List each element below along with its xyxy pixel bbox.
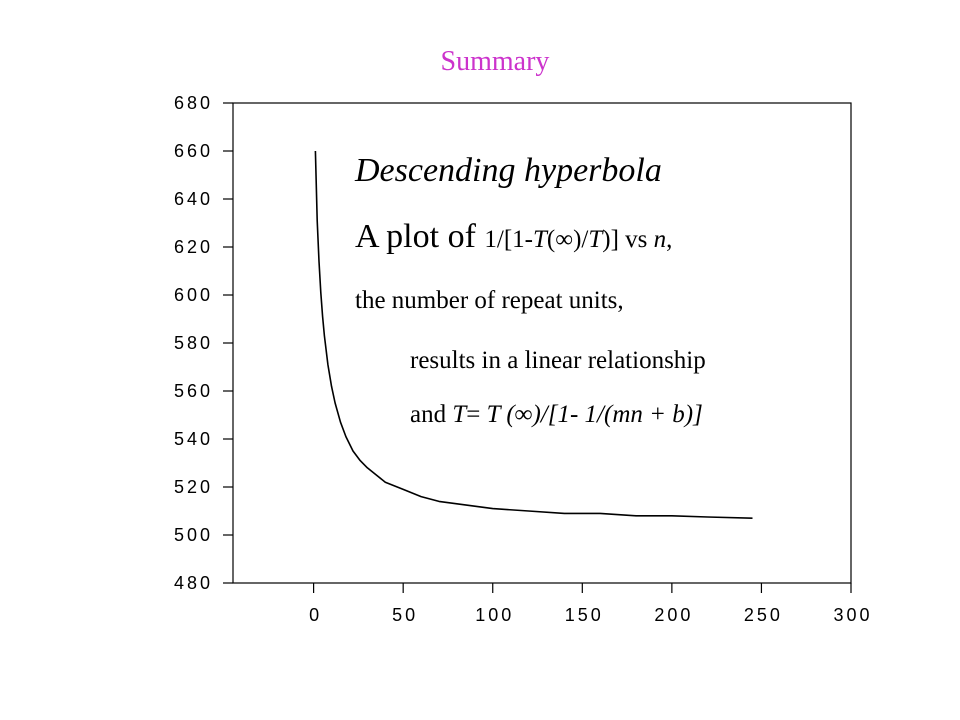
- annotation-line-1-e: T: [588, 226, 603, 253]
- annotation-line-4-d: T (∞)/[1- 1/(mn + b)]: [486, 401, 703, 428]
- annotation-line-1-f: )] vs: [602, 226, 654, 253]
- y-tick-label: 540: [174, 429, 213, 449]
- annotation-line-4-b: T: [452, 401, 467, 428]
- y-tick-label: 640: [174, 189, 213, 209]
- y-tick-label: 600: [174, 285, 213, 305]
- annotation-line-4-c: =: [466, 401, 487, 428]
- x-tick-label: 150: [565, 605, 604, 625]
- annotation-line-3: results in a linear relationship: [410, 347, 706, 374]
- chart-title: Summary: [440, 46, 550, 77]
- annotation-heading: Descending hyperbola: [355, 152, 662, 189]
- y-tick-label: 620: [174, 237, 213, 257]
- series: [314, 150, 753, 519]
- annotation-line-4-a: and: [410, 401, 453, 428]
- annotation-line-1-c: T: [533, 226, 547, 253]
- x-tick-label: 100: [475, 605, 514, 625]
- ticks: 480 500 520 540 560 580 600 620 640 660 680 0 50 100 1…: [174, 93, 872, 625]
- annotation-line-2: the number of repeat units,: [355, 287, 624, 314]
- annotation-line-1-a: A plot of: [355, 218, 485, 255]
- x-tick-label: 200: [654, 605, 693, 625]
- x-tick-label: 0: [309, 605, 322, 625]
- annotation-line-4: and T= T (∞)/[1- 1/(mn + b)]: [410, 401, 703, 429]
- y-tick-label: 520: [174, 477, 213, 497]
- annotation-line-1-g: n: [653, 226, 667, 253]
- y-tick-label: 480: [174, 573, 213, 593]
- annotation-line-1-d: (∞)/: [546, 226, 589, 253]
- x-tick-label: 250: [744, 605, 783, 625]
- annotation-line-1-h: ,: [666, 226, 673, 253]
- x-tick-label: 300: [833, 605, 872, 625]
- annotation-line-1: A plot of 1/[1-T(∞)/T)] vs n,: [355, 218, 672, 256]
- x-tick-label: 50: [392, 605, 418, 625]
- y-tick-label: 680: [174, 93, 213, 113]
- annotation-line-1-b: 1/[1-: [484, 226, 534, 253]
- y-tick-label: 500: [174, 525, 213, 545]
- y-tick-label: 580: [174, 333, 213, 353]
- y-tick-label: 560: [174, 381, 213, 401]
- series-line-0: [314, 150, 753, 519]
- y-tick-label: 660: [174, 141, 213, 161]
